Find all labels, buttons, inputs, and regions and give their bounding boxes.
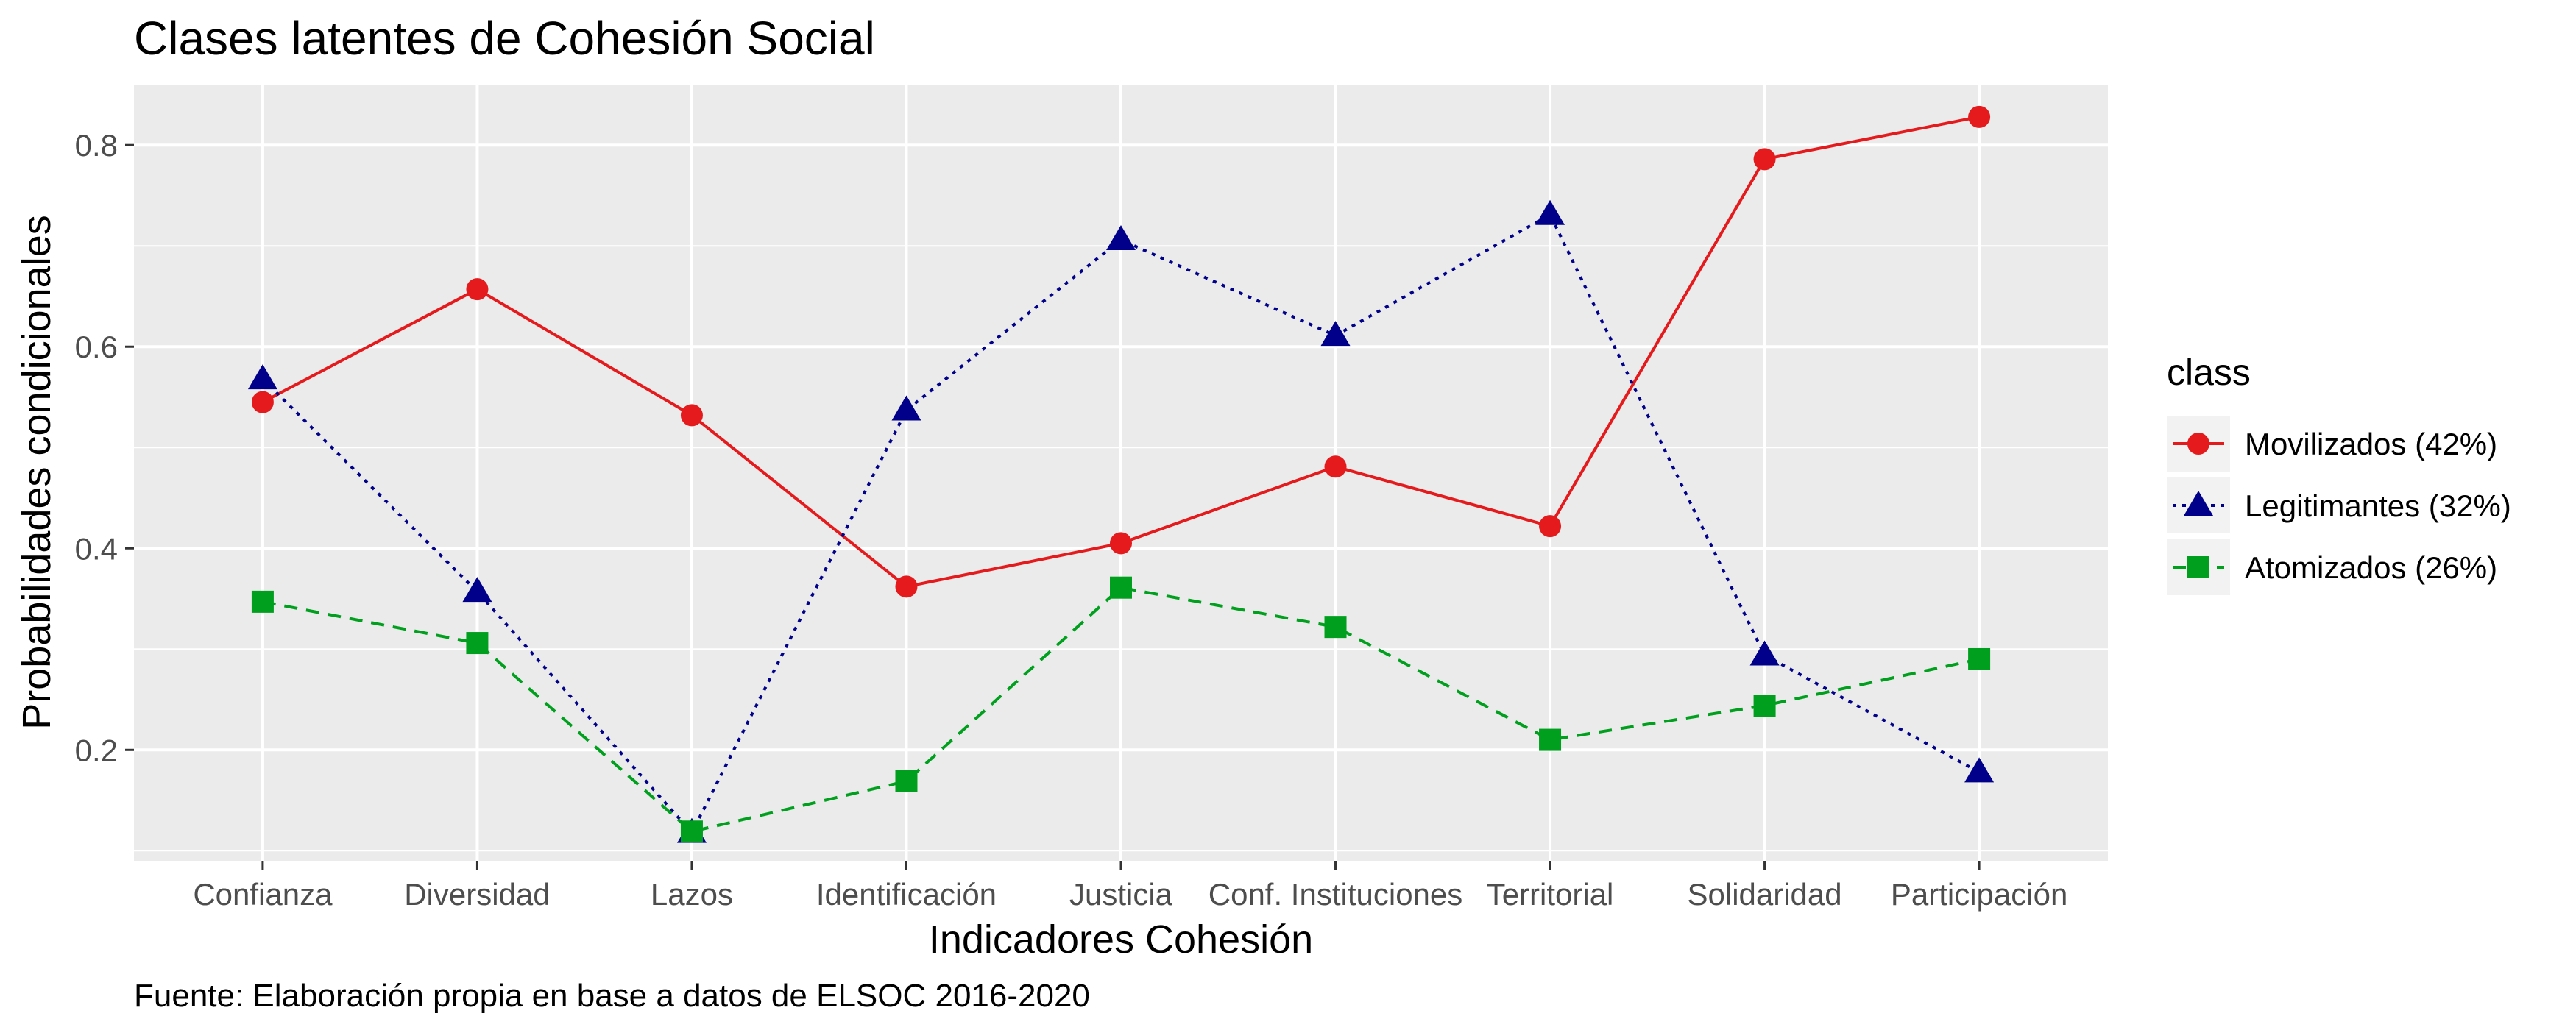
data-point [1753, 695, 1776, 717]
legend-item-0: Movilizados (42%) [2167, 416, 2497, 472]
x-tick-label: Diversidad [404, 877, 550, 912]
axes: 0.2 0.4 0.6 0.8 Confianza Diversidad Lazos Iden… [75, 128, 2068, 912]
data-point [1749, 640, 1780, 666]
data-point [895, 575, 918, 598]
data-point [251, 391, 274, 413]
y-tick-label: 0.6 [75, 330, 118, 364]
x-tick-label: Justicia [1069, 877, 1173, 912]
data-point [462, 577, 492, 603]
series-2 [251, 576, 1991, 843]
x-tick-label: Conf. Instituciones [1209, 877, 1463, 912]
data-point [1110, 576, 1132, 599]
legend-key-marker [2187, 556, 2209, 578]
data-point [1539, 515, 1562, 538]
data-point [1968, 105, 1991, 128]
legend-label: Movilizados (42%) [2245, 427, 2497, 461]
legend-item-1: Legitimantes (32%) [2167, 477, 2511, 533]
data-point [1753, 148, 1776, 171]
y-tick-label: 0.2 [75, 733, 118, 767]
legend-label: Atomizados (26%) [2245, 550, 2497, 585]
legend-label: Legitimantes (32%) [2245, 489, 2511, 523]
data-point [1320, 321, 1351, 347]
legend-item-2: Atomizados (26%) [2167, 539, 2497, 595]
chart-title: Clases latentes de Cohesión Social [134, 12, 875, 65]
legend-key-marker [2187, 433, 2209, 455]
data-point [247, 364, 277, 390]
data-point [895, 770, 918, 792]
legend: class Movilizados (42%) Legitimantes (32%… [2167, 352, 2511, 595]
x-tick-label: Participación [1891, 877, 2067, 912]
caption: Fuente: Elaboración propia en base a dat… [134, 978, 1090, 1014]
data-point [891, 395, 921, 421]
series-0 [251, 105, 1991, 598]
x-axis-label: Indicadores Cohesión [929, 917, 1313, 962]
x-tick-label: Lazos [651, 877, 733, 912]
data-point [1110, 532, 1132, 555]
legend-title: class [2167, 352, 2251, 393]
data-point [1106, 225, 1136, 250]
data-point [251, 590, 274, 613]
data-point [1964, 757, 1995, 783]
x-tick-label: Confianza [193, 877, 333, 912]
data-point [1324, 455, 1347, 478]
data-point [466, 278, 489, 301]
data-point [1539, 728, 1562, 751]
legend-items: Movilizados (42%) Legitimantes (32%) Atomi… [2167, 416, 2511, 595]
series-group [247, 105, 1995, 843]
x-tick-label: Solidaridad [1687, 877, 1841, 912]
data-point [466, 632, 489, 655]
y-axis-label: Probabilidades condicionales [15, 215, 59, 729]
legend-key-marker [2184, 491, 2213, 516]
x-tick-label: Identificación [816, 877, 997, 912]
series-line [262, 586, 1980, 834]
data-point [680, 404, 703, 427]
x-tick-label: Territorial [1487, 877, 1614, 912]
data-point [1324, 616, 1347, 639]
y-tick-label: 0.4 [75, 531, 118, 566]
data-point [1535, 199, 1565, 225]
y-tick-label: 0.8 [75, 128, 118, 163]
data-point [1968, 647, 1991, 670]
data-point [680, 820, 703, 843]
